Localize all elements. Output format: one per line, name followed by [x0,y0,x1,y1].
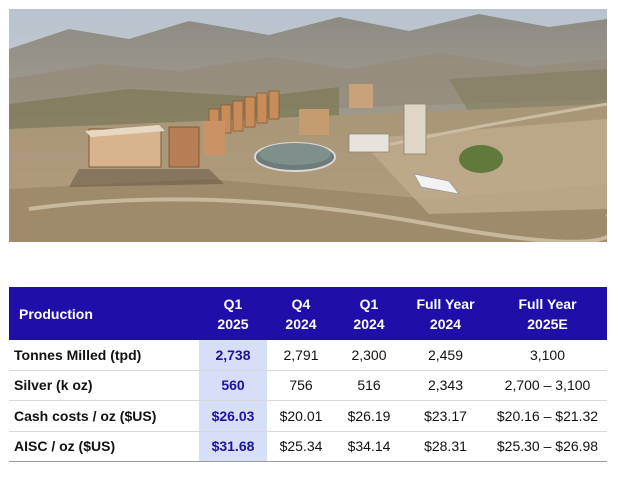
row-label: Tonnes Milled (tpd) [9,340,199,371]
cell-fy-2024: 2,343 [403,370,488,401]
table-header-row: Production Q1 2025 Q4 2024 Q1 2024 Full … [9,287,607,340]
header-q1-2024: Q1 2024 [335,287,403,340]
table-row-tonnes-milled: Tonnes Milled (tpd) 2,738 2,791 2,300 2,… [9,340,607,371]
cell-fy-2024: $28.31 [403,431,488,462]
cell-q4-2024: $25.34 [267,431,335,462]
cell-fy-2025e: $25.30 – $26.98 [488,431,607,462]
cell-fy-2024: $23.17 [403,400,488,432]
header-line2: 2025E [527,315,568,332]
header-production: Production [9,287,199,340]
header-full-year-2025e: Full Year 2025E [488,287,607,340]
header-line1: Q1 [359,295,379,312]
header-line2: 2024 [429,315,462,332]
cell-q1-2024: $26.19 [335,400,403,432]
header-q4-2024: Q4 2024 [267,287,335,340]
header-full-year-2024: Full Year 2024 [403,287,488,340]
header-line2: 2024 [353,315,385,332]
cell-q1-2024: $34.14 [335,431,403,462]
row-label: AISC / oz ($US) [9,431,199,462]
header-q1-2025: Q1 2025 [199,287,267,340]
cell-q4-2024: 2,791 [267,340,335,371]
header-line1: Q4 [291,295,311,312]
cell-q1-2025: $26.03 [199,400,267,432]
header-line1: Q1 [223,295,243,312]
cell-fy-2025e: $20.16 – $21.32 [488,400,607,432]
cell-fy-2024: 2,459 [403,340,488,371]
mine-photo [9,9,607,242]
cell-q4-2024: $20.01 [267,400,335,432]
table-row-aisc: AISC / oz ($US) $31.68 $25.34 $34.14 $28… [9,431,607,462]
header-production-label: Production [19,305,93,322]
cell-q1-2024: 2,300 [335,340,403,371]
header-line1: Full Year [416,295,475,312]
row-label: Silver (k oz) [9,370,199,401]
cell-q1-2024: 516 [335,370,403,401]
header-line2: 2025 [217,315,249,332]
row-label: Cash costs / oz ($US) [9,400,199,432]
table-row-cash-costs: Cash costs / oz ($US) $26.03 $20.01 $26.… [9,400,607,432]
cell-q1-2025: 560 [199,370,267,401]
table-row-silver: Silver (k oz) 560 756 516 2,343 2,700 – … [9,370,607,401]
mine-photo-illustration [9,9,607,242]
cell-q1-2025: 2,738 [199,340,267,371]
cell-q4-2024: 756 [267,370,335,401]
header-line1: Full Year [518,295,577,312]
cell-q1-2025: $31.68 [199,431,267,462]
production-table: Production Q1 2025 Q4 2024 Q1 2024 Full … [9,287,607,462]
cell-fy-2025e: 3,100 [488,340,607,371]
cell-fy-2025e: 2,700 – 3,100 [488,370,607,401]
header-line2: 2024 [285,315,317,332]
